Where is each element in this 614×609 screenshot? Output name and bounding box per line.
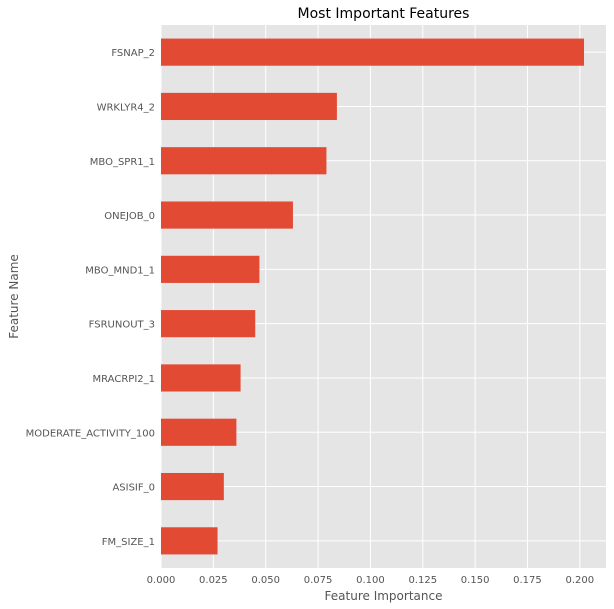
bar-fm-size-1 [161, 527, 218, 555]
x-axis-label: Feature Importance [325, 589, 443, 603]
x-tick-label: 0.075 [304, 575, 333, 586]
y-tick-label: WRKLYR4_2 [97, 102, 155, 113]
bar-wrklyr4-2 [161, 92, 337, 121]
x-tick-label: 0.200 [566, 575, 595, 586]
x-tick-labels: 0.000 0.025 0.050 0.075 0.100 0.125 0.150 0.175… [147, 575, 594, 586]
bar-onejob-0 [161, 201, 293, 229]
x-tick-label: 0.125 [408, 575, 437, 586]
y-tick-label: ONEJOB_0 [104, 211, 155, 222]
x-tick-label: 0.000 [147, 575, 176, 586]
y-tick-label: FSRUNOUT_3 [89, 320, 155, 331]
x-tick-label: 0.025 [199, 575, 228, 586]
y-axis-label: Feature Name [7, 254, 21, 339]
x-tick-label: 0.050 [251, 575, 280, 586]
x-tick-label: 0.100 [356, 575, 385, 586]
y-tick-labels: FSNAP_2 WRKLYR4_2 MBO_SPR1_1 ONEJOB_0 MBO_MN… [26, 48, 155, 548]
bar-fsnap-2 [161, 38, 585, 66]
x-tick-label: 0.150 [461, 575, 490, 586]
bar-asisif-0 [161, 472, 224, 501]
y-tick-label: MBO_MND1_1 [85, 265, 155, 276]
bars [161, 38, 585, 555]
y-tick-label: FSNAP_2 [111, 48, 155, 59]
bar-moderate-activity-100 [161, 418, 237, 446]
y-tick-label: MBO_SPR1_1 [90, 157, 155, 168]
bar-mbo-spr1-1 [161, 147, 327, 175]
bar-mbo-mnd1-1 [161, 255, 260, 283]
y-tick-label: FM_SIZE_1 [102, 537, 155, 548]
chart-title: Most Important Features [298, 6, 470, 22]
y-tick-label: MRACRPI2_1 [93, 374, 155, 385]
y-tick-label: MODERATE_ACTIVITY_100 [26, 428, 155, 439]
bar-mracrpi2-1 [161, 364, 241, 392]
bar-fsrunout-3 [161, 310, 256, 338]
x-tick-label: 0.175 [513, 575, 542, 586]
y-tick-label: ASISIF_0 [112, 483, 155, 494]
